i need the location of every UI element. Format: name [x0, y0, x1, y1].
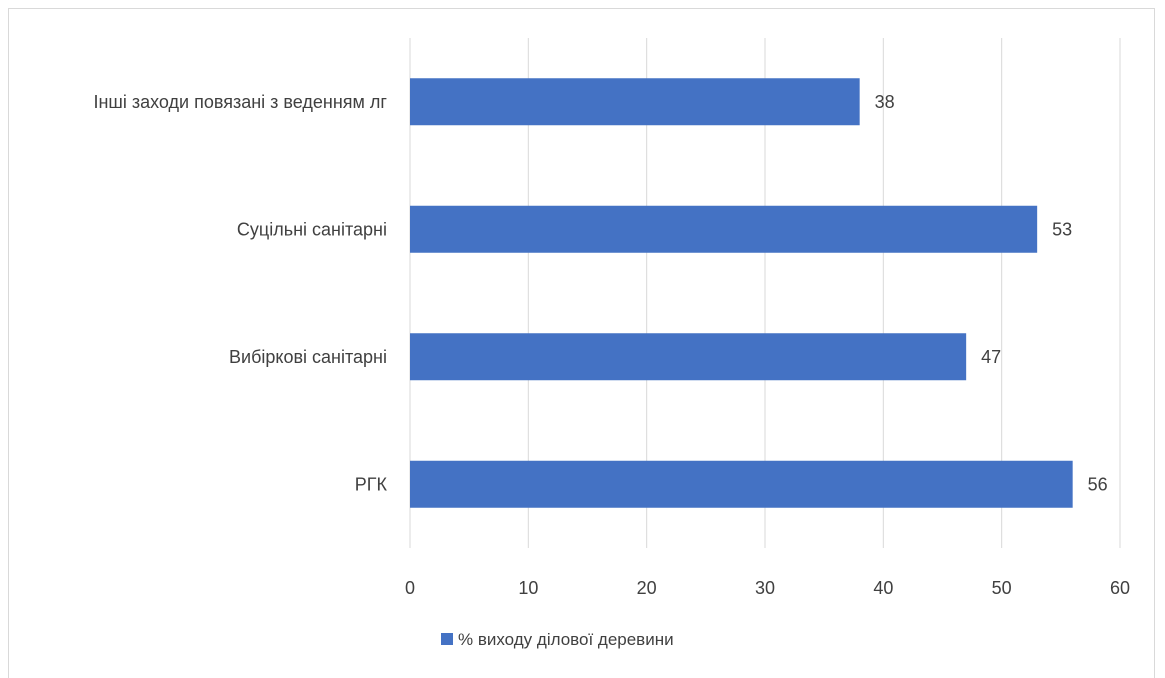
- bars: [410, 78, 1073, 508]
- bar: [410, 205, 1038, 253]
- category-label: Вибіркові санітарні: [229, 347, 387, 367]
- legend-swatch: [441, 633, 453, 645]
- x-tick-label: 10: [518, 578, 538, 598]
- x-tick-label: 60: [1110, 578, 1130, 598]
- data-labels: 38 53 47 56: [875, 92, 1108, 495]
- data-label: 38: [875, 92, 895, 112]
- category-label: РГК: [355, 474, 388, 494]
- bar: [410, 78, 860, 126]
- x-tick-label: 40: [873, 578, 893, 598]
- legend: % виходу ділової деревини: [441, 630, 674, 649]
- x-axis-tick-labels: 0 10 20 30 40 50 60: [405, 578, 1130, 598]
- x-tick-label: 0: [405, 578, 415, 598]
- category-label: Суцільні санітарні: [237, 219, 387, 239]
- data-label: 47: [981, 347, 1001, 367]
- data-label: 53: [1052, 219, 1072, 239]
- legend-label: % виходу ділової деревини: [458, 630, 674, 649]
- x-tick-label: 50: [992, 578, 1012, 598]
- category-label: Інші заходи повязані з веденням лг: [93, 92, 387, 112]
- category-labels: Інші заходи повязані з веденням лг Суціль…: [93, 92, 387, 495]
- bar: [410, 460, 1073, 508]
- data-label: 56: [1088, 474, 1108, 494]
- x-tick-label: 20: [637, 578, 657, 598]
- bar: [410, 333, 967, 381]
- x-tick-label: 30: [755, 578, 775, 598]
